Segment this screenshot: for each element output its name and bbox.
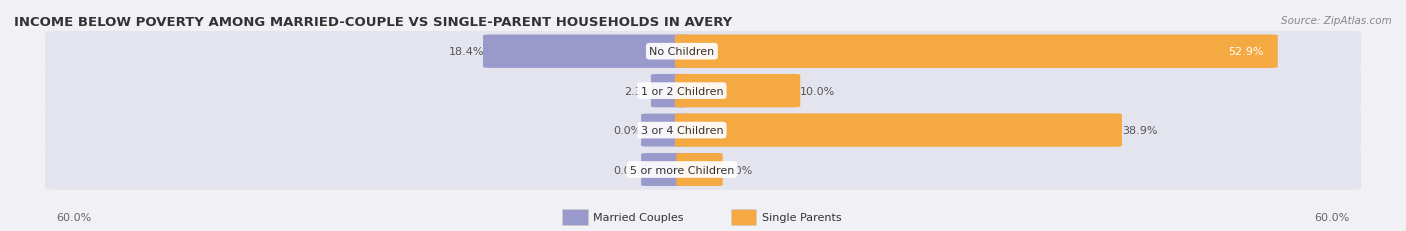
FancyBboxPatch shape (651, 75, 689, 108)
Text: 1 or 2 Children: 1 or 2 Children (641, 86, 723, 96)
Text: 5 or more Children: 5 or more Children (630, 165, 734, 175)
Text: 0.0%: 0.0% (613, 165, 641, 175)
FancyBboxPatch shape (45, 71, 1361, 111)
Text: 60.0%: 60.0% (1315, 212, 1350, 222)
Text: 10.0%: 10.0% (800, 86, 835, 96)
Text: 0.0%: 0.0% (613, 125, 641, 136)
Text: 60.0%: 60.0% (56, 212, 91, 222)
Text: No Children: No Children (650, 47, 714, 57)
FancyBboxPatch shape (641, 114, 688, 147)
FancyBboxPatch shape (675, 35, 1278, 69)
FancyBboxPatch shape (676, 153, 723, 186)
Text: 3 or 4 Children: 3 or 4 Children (641, 125, 723, 136)
Text: 38.9%: 38.9% (1122, 125, 1157, 136)
Text: Married Couples: Married Couples (593, 212, 683, 222)
FancyBboxPatch shape (562, 209, 588, 225)
Text: Source: ZipAtlas.com: Source: ZipAtlas.com (1281, 16, 1392, 26)
Text: INCOME BELOW POVERTY AMONG MARRIED-COUPLE VS SINGLE-PARENT HOUSEHOLDS IN AVERY: INCOME BELOW POVERTY AMONG MARRIED-COUPL… (14, 16, 733, 29)
FancyBboxPatch shape (675, 114, 1122, 147)
Text: Single Parents: Single Parents (762, 212, 842, 222)
FancyBboxPatch shape (45, 110, 1361, 151)
Text: 52.9%: 52.9% (1229, 47, 1264, 57)
FancyBboxPatch shape (484, 35, 689, 69)
FancyBboxPatch shape (641, 153, 688, 186)
FancyBboxPatch shape (731, 209, 756, 225)
Text: 18.4%: 18.4% (449, 47, 485, 57)
Text: 0.0%: 0.0% (724, 165, 752, 175)
FancyBboxPatch shape (45, 32, 1361, 72)
FancyBboxPatch shape (45, 150, 1361, 190)
FancyBboxPatch shape (675, 75, 800, 108)
Text: 2.3%: 2.3% (624, 86, 652, 96)
